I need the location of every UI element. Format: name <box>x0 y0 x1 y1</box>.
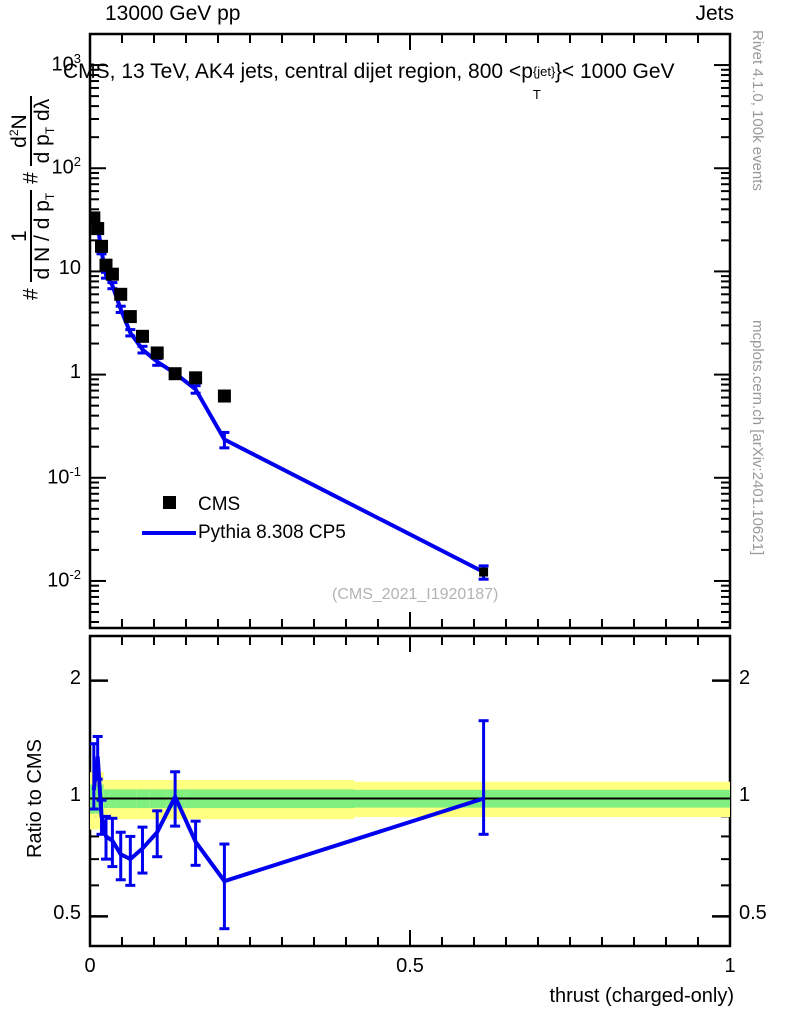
x-axis-title: thrust (charged-only) <box>549 985 734 1007</box>
x-tick-label-1: 0.5 <box>396 955 424 977</box>
y-tick-label-ratio-left-1: 1 <box>69 784 81 807</box>
y-tick-label-main-5: 10-2 <box>47 566 81 592</box>
legend-marker-line <box>140 524 198 542</box>
legend-label-cms: CMS <box>198 494 241 515</box>
mc-curve-ratio <box>90 719 489 931</box>
y-tick-label-ratio-left-0: 2 <box>69 666 81 689</box>
y-tick-label-ratio-right-2: 0.5 <box>739 902 767 925</box>
header-left-label: 13000 GeV pp <box>105 2 241 25</box>
plot-title-superscript: {jet} <box>532 64 556 79</box>
y-tick-label-ratio-left-2: 0.5 <box>53 902 81 925</box>
legend-entry-pythia[interactable]: Pythia 8.308 CP5 <box>140 518 346 548</box>
y-tick-label-main-4: 10-1 <box>47 463 81 489</box>
x-tick-label-0: 0 <box>84 955 96 977</box>
data-points-main <box>90 211 489 577</box>
plot-title-main: CMS, 13 TeV, AK4 jets, central dijet reg… <box>63 60 533 83</box>
legend: CMS Pythia 8.308 CP5 <box>140 492 346 548</box>
main-panel-ticks <box>89 33 731 628</box>
x-tick-label-2: 1 <box>724 955 736 977</box>
y-tick-label-main-2: 10 <box>58 257 81 280</box>
plot-title-subscript: T <box>532 87 541 102</box>
y-tick-label-main-3: 1 <box>69 360 81 383</box>
plot-title: CMS, 13 TeV, AK4 jets, central dijet reg… <box>63 60 675 102</box>
y-tick-label-main-0: 103 <box>51 51 81 76</box>
y-tick-label-ratio-right-0: 2 <box>739 666 751 689</box>
analysis-watermark: (CMS_2021_I1920187) <box>332 586 499 603</box>
legend-entry-cms[interactable]: CMS <box>140 492 346 518</box>
plot-title-tail: }< 1000 GeV <box>554 60 675 83</box>
header-right-label: Jets <box>695 2 734 25</box>
y-tick-label-main-1: 102 <box>51 154 81 179</box>
legend-label-pythia: Pythia 8.308 CP5 <box>198 522 346 543</box>
y-tick-label-ratio-right-1: 1 <box>739 784 751 807</box>
legend-marker-square <box>140 496 198 514</box>
